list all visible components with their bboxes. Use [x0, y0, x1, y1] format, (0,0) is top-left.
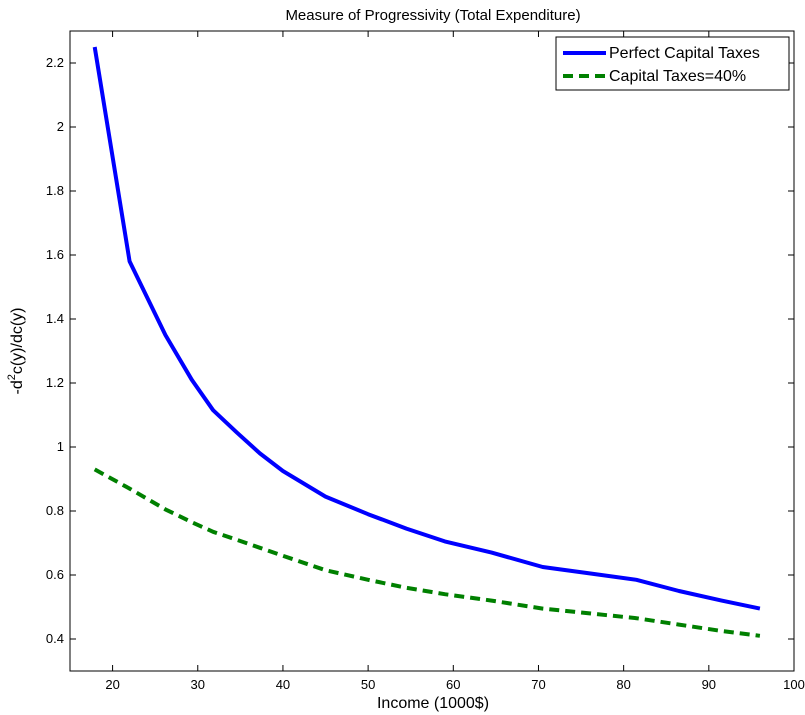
x-tick-label: 60: [446, 677, 460, 692]
x-tick-label: 70: [531, 677, 545, 692]
x-tick-label: 80: [616, 677, 630, 692]
y-tick-label: 0.6: [46, 567, 64, 582]
y-tick-label: 1.8: [46, 183, 64, 198]
y-axis-label-sup: 2: [6, 374, 18, 380]
x-axis-label: Income (1000$): [377, 695, 489, 712]
legend: Perfect Capital Taxes Capital Taxes=40%: [555, 36, 790, 91]
x-tick-label: 40: [276, 677, 290, 692]
legend-label-perfect-capital-taxes: Perfect Capital Taxes: [609, 45, 760, 62]
y-tick-label: 2.2: [46, 55, 64, 70]
legend-box: [555, 36, 790, 91]
x-tick-label: 30: [191, 677, 205, 692]
y-tick-label: 1.2: [46, 375, 64, 390]
legend-label-capital-taxes-40: Capital Taxes=40%: [609, 68, 746, 85]
y-tick-label: 0.4: [46, 631, 64, 646]
y-axis-label-suffix: c(y)/dc(y): [9, 307, 26, 374]
series-layer: [92, 46, 761, 638]
x-tick-label: 20: [105, 677, 119, 692]
y-axis-label-prefix: -d: [9, 380, 26, 394]
y-tick-label: 1: [57, 439, 64, 454]
y-tick-label: 1.4: [46, 311, 64, 326]
series-line-1: [93, 467, 761, 638]
plot-frame: [69, 30, 795, 672]
x-tick-label: 90: [702, 677, 716, 692]
series-line-0: [92, 46, 761, 611]
x-tick-label: 50: [361, 677, 375, 692]
y-tick-label: 1.6: [46, 247, 64, 262]
axis-ticks: 20 30 40 50 60 70 80 90 100 0.4 0.6 0.8 1 1.2 1.4 1.6 1.…: [46, 31, 805, 692]
y-tick-label: 0.8: [46, 503, 64, 518]
y-axis-label: -d2c(y)/dc(y): [6, 307, 26, 394]
chart-title: Measure of Progressivity (Total Expendit…: [285, 7, 580, 24]
x-tick-label: 100: [783, 677, 805, 692]
y-tick-label: 2: [57, 119, 64, 134]
